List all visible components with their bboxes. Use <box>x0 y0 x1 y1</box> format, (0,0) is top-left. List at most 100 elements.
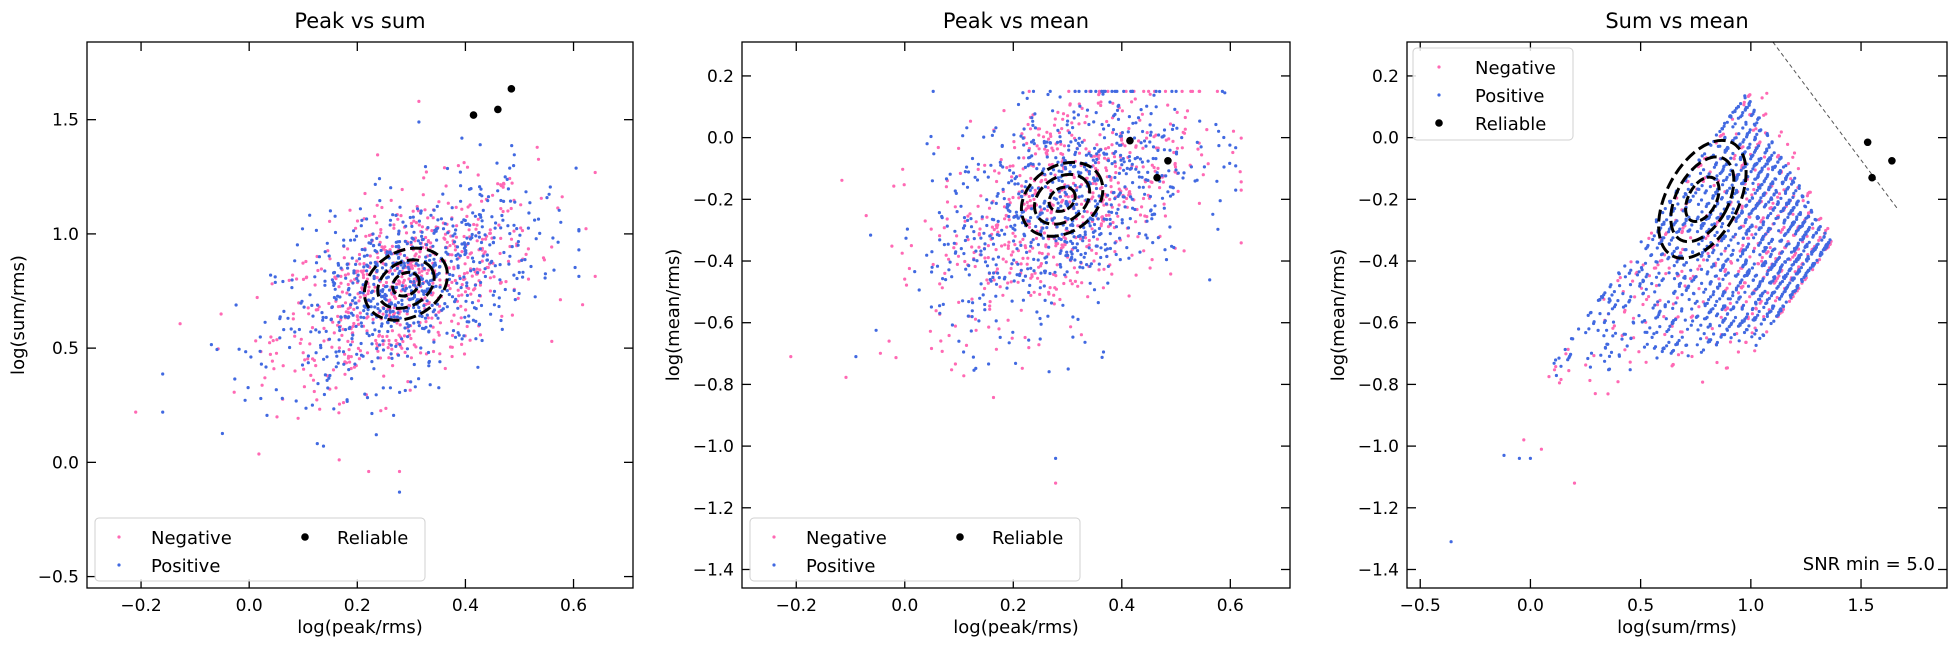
scatter-point <box>344 276 348 280</box>
scatter-point <box>437 271 441 275</box>
scatter-point <box>453 240 457 244</box>
scatter-point <box>1099 100 1103 104</box>
scatter-point <box>417 377 421 381</box>
scatter-point <box>1027 338 1031 342</box>
scatter-point <box>1777 229 1781 233</box>
scatter-point <box>1093 161 1098 165</box>
scatter-point <box>1170 185 1174 189</box>
scatter-point <box>411 209 415 213</box>
scatter-point <box>1742 274 1746 278</box>
scatter-point <box>1708 185 1712 189</box>
scatter-point <box>306 361 310 365</box>
scatter-point <box>1137 139 1141 143</box>
scatter-point <box>441 307 445 311</box>
scatter-point <box>1005 202 1010 207</box>
scatter-point <box>1037 127 1042 131</box>
x-tick-label: 1.0 <box>1737 596 1764 616</box>
scatter-point <box>1645 272 1649 276</box>
scatter-point <box>558 298 563 302</box>
scatter-point <box>389 198 393 202</box>
scatter-point <box>556 206 560 210</box>
scatter-point <box>1737 297 1741 301</box>
scatter-point <box>1054 481 1058 485</box>
scatter-point <box>1671 362 1675 367</box>
scatter-point <box>1003 275 1007 279</box>
scatter-point <box>398 390 402 394</box>
scatter-point <box>1745 312 1750 316</box>
scatter-point <box>342 244 346 248</box>
scatter-point <box>300 227 305 231</box>
scatter-point <box>385 334 389 338</box>
scatter-point <box>364 234 368 238</box>
scatter-point <box>1239 188 1243 192</box>
scatter-point <box>385 284 389 288</box>
scatter-point <box>426 240 430 244</box>
scatter-point <box>161 410 165 414</box>
scatter-point <box>349 279 353 283</box>
scatter-point <box>397 282 401 286</box>
y-tick-label: 0.2 <box>707 67 734 87</box>
scatter-point <box>1167 137 1171 141</box>
scatter-point <box>402 253 407 258</box>
scatter-point <box>358 311 362 315</box>
scatter-point <box>993 169 997 173</box>
scatter-point <box>1083 121 1087 125</box>
scatter-point <box>1116 194 1120 198</box>
scatter-point <box>1155 171 1159 175</box>
scatter-point <box>1812 262 1816 266</box>
scatter-point <box>1039 271 1043 275</box>
scatter-point <box>1726 229 1730 233</box>
scatter-point <box>1657 283 1661 287</box>
scatter-point <box>456 252 460 256</box>
scatter-point <box>1700 154 1704 158</box>
scatter-point <box>1675 219 1679 223</box>
scatter-point <box>1035 167 1039 171</box>
scatter-point <box>1666 300 1671 304</box>
scatter-point <box>1711 293 1715 297</box>
scatter-point <box>1753 349 1757 353</box>
scatter-point <box>971 301 975 305</box>
scatter-point <box>1716 220 1720 224</box>
scatter-point <box>1786 230 1790 234</box>
scatter-point <box>343 301 348 305</box>
scatter-point <box>1767 159 1771 163</box>
scatter-point <box>1696 328 1700 332</box>
scatter-point <box>328 257 332 261</box>
scatter-point <box>464 222 468 227</box>
scatter-point <box>1761 234 1765 238</box>
scatter-point <box>1028 155 1032 159</box>
scatter-point <box>311 378 316 382</box>
scatter-point <box>1130 197 1134 201</box>
scatter-point <box>1776 215 1780 220</box>
scatter-point <box>1617 272 1621 276</box>
scatter-point <box>493 264 497 268</box>
scatter-point <box>1613 331 1618 335</box>
scatter-point <box>1152 135 1156 139</box>
scatter-point <box>941 277 945 281</box>
scatter-point <box>986 256 990 260</box>
scatter-point <box>419 346 423 350</box>
scatter-point <box>478 268 482 272</box>
scatter-point <box>1756 216 1761 220</box>
scatter-point <box>365 269 369 273</box>
scatter-point <box>407 329 411 333</box>
scatter-point <box>397 255 401 259</box>
scatter-point <box>1753 177 1757 181</box>
scatter-point <box>1616 380 1620 384</box>
scatter-point <box>412 343 416 347</box>
scatter-point <box>1105 247 1109 251</box>
scatter-point <box>306 354 310 358</box>
scatter-point <box>1741 252 1745 256</box>
scatter-point <box>494 221 498 225</box>
scatter-point <box>1094 111 1098 115</box>
scatter-point <box>389 301 393 305</box>
scatter-point <box>1010 299 1014 303</box>
scatter-point <box>1028 188 1032 192</box>
scatter-point <box>931 89 935 93</box>
scatter-point <box>1756 175 1760 179</box>
scatter-point <box>431 349 436 354</box>
scatter-point <box>1098 233 1102 237</box>
scatter-point <box>1683 284 1687 288</box>
scatter-point <box>1782 233 1786 238</box>
scatter-point <box>512 153 516 157</box>
